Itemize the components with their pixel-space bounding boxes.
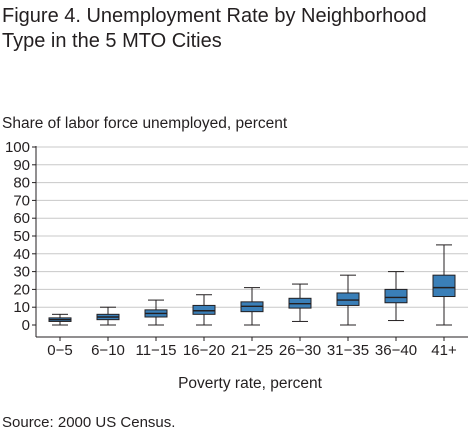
y-tick-label: 20 bbox=[13, 281, 30, 298]
box-iqr bbox=[432, 274, 456, 298]
x-axis-title: Poverty rate, percent bbox=[178, 375, 323, 392]
source-note: Source: 2000 US Census. bbox=[2, 414, 176, 431]
box-iqr bbox=[384, 288, 408, 304]
box-3 bbox=[144, 299, 168, 326]
axes bbox=[32, 146, 468, 341]
gridlines bbox=[36, 146, 468, 308]
y-tick-label: 10 bbox=[13, 299, 30, 316]
y-tick-label: 0 bbox=[22, 317, 30, 334]
x-tick-label: 26−30 bbox=[279, 342, 321, 359]
y-tick-label: 90 bbox=[13, 157, 30, 174]
x-tick-label: 36−40 bbox=[375, 342, 417, 359]
chart-title: Figure 4. Unemployment Rate by Neighborh… bbox=[2, 5, 427, 52]
y-tick-label: 40 bbox=[13, 246, 30, 263]
y-axis-title: Share of labor force unemployed, percent bbox=[2, 115, 288, 132]
boxes bbox=[48, 244, 456, 326]
y-tick-label: 60 bbox=[13, 210, 30, 227]
box-1 bbox=[48, 313, 72, 326]
y-tick-label: 100 bbox=[5, 139, 30, 156]
box-8 bbox=[384, 271, 408, 322]
y-tick-label: 70 bbox=[13, 192, 30, 209]
x-tick-label: 6−10 bbox=[91, 342, 125, 359]
y-tick-label: 50 bbox=[13, 228, 30, 245]
box-6 bbox=[288, 283, 312, 322]
x-tick-label: 16−20 bbox=[183, 342, 225, 359]
box-7 bbox=[336, 274, 360, 326]
box-2 bbox=[96, 306, 120, 326]
x-tick-label: 41+ bbox=[431, 342, 457, 359]
y-tick-label: 30 bbox=[13, 264, 30, 281]
box-5 bbox=[240, 287, 264, 326]
box-4 bbox=[192, 294, 216, 326]
x-tick-label: 31−35 bbox=[327, 342, 369, 359]
x-tick-label: 11−15 bbox=[135, 342, 176, 359]
x-tick-label: 0−5 bbox=[47, 342, 72, 359]
y-tick-label: 80 bbox=[13, 175, 30, 192]
box-iqr bbox=[336, 292, 360, 306]
box-iqr bbox=[192, 304, 216, 315]
box-9 bbox=[432, 244, 456, 326]
x-tick-label: 21−25 bbox=[231, 342, 273, 359]
